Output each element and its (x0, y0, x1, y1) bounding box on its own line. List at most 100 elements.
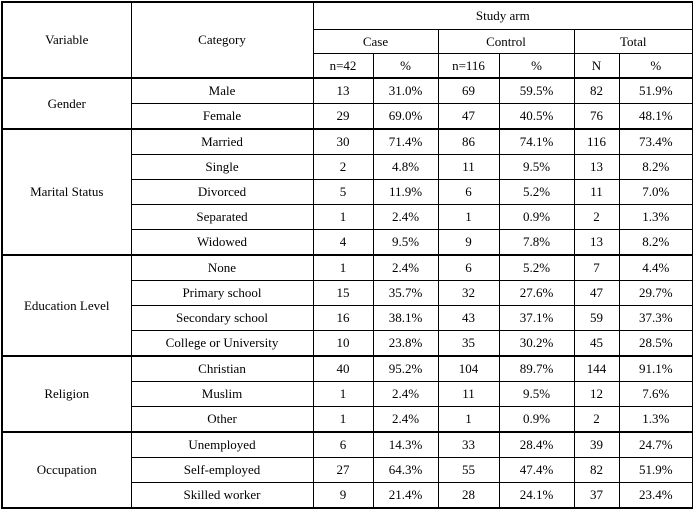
value-cell: 15 (312, 280, 374, 306)
value-cell: 2.4% (372, 381, 439, 407)
category-cell: Unemployed (130, 431, 314, 458)
category-cell: College or University (130, 330, 314, 357)
value-cell: 4 (312, 229, 374, 256)
header-cell-control: Control (437, 29, 575, 54)
value-cell: 7 (573, 254, 620, 281)
value-cell: 5 (312, 179, 374, 205)
value-cell: 9 (312, 482, 374, 509)
value-cell: 13 (573, 229, 620, 256)
category-cell: Muslim (130, 381, 314, 407)
value-cell: 27 (312, 457, 374, 483)
category-cell: Skilled worker (130, 482, 314, 509)
table-row: Separated 1 2.4% 1 0.9% 2 1.3% (2, 204, 693, 230)
value-cell: 104 (437, 355, 500, 382)
value-cell: 1.3% (618, 406, 693, 433)
value-cell: 43 (437, 305, 500, 331)
value-cell: 37 (573, 482, 620, 509)
value-cell: 11.9% (372, 179, 439, 205)
value-cell: 9.5% (372, 229, 439, 256)
value-cell: 2 (573, 204, 620, 230)
value-cell: 31.0% (372, 77, 439, 104)
header-row-subcolumns: n=42 % n=116 % N % (2, 53, 693, 79)
value-cell: 9.5% (498, 381, 575, 407)
category-cell: None (130, 254, 314, 281)
header-cell-case: Case (312, 29, 439, 54)
category-cell: Divorced (130, 179, 314, 205)
header-cell-control-pct: % (498, 53, 575, 79)
value-cell: 2.4% (372, 406, 439, 433)
value-cell: 48.1% (618, 103, 693, 130)
value-cell: 1 (312, 381, 374, 407)
value-cell: 7.6% (618, 381, 693, 407)
value-cell: 35.7% (372, 280, 439, 306)
value-cell: 91.1% (618, 355, 693, 382)
value-cell: 40.5% (498, 103, 575, 130)
value-cell: 28 (437, 482, 500, 509)
value-cell: 55 (437, 457, 500, 483)
value-cell: 5.2% (498, 254, 575, 281)
value-cell: 24.1% (498, 482, 575, 509)
category-cell: Male (130, 77, 314, 104)
value-cell: 95.2% (372, 355, 439, 382)
value-cell: 6 (437, 254, 500, 281)
header-row-study-arm: Variable Category Study arm (1, 1, 693, 79)
table-row: Female 29 69.0% 47 40.5% 76 48.1% (2, 103, 693, 130)
value-cell: 45 (573, 330, 620, 357)
value-cell: 51.9% (618, 77, 693, 104)
value-cell: 1 (437, 406, 500, 433)
variable-cell: Religion (1, 355, 132, 433)
value-cell: 35 (437, 330, 500, 357)
value-cell: 11 (573, 179, 620, 205)
value-cell: 7.0% (618, 179, 693, 205)
value-cell: 13 (573, 154, 620, 180)
value-cell: 64.3% (372, 457, 439, 483)
header-cell-total: Total (573, 29, 693, 54)
header-cell-total-n: N (573, 53, 620, 79)
variable-cell: Education Level (1, 254, 132, 357)
value-cell: 116 (573, 128, 620, 155)
value-cell: 8.2% (618, 229, 693, 256)
value-cell: 1 (312, 254, 374, 281)
value-cell: 2 (573, 406, 620, 433)
category-cell: Married (130, 128, 314, 155)
value-cell: 59 (573, 305, 620, 331)
value-cell: 71.4% (372, 128, 439, 155)
value-cell: 16 (312, 305, 374, 331)
value-cell: 11 (437, 154, 500, 180)
value-cell: 47 (573, 280, 620, 306)
value-cell: 59.5% (498, 77, 575, 104)
value-cell: 1 (312, 204, 374, 230)
value-cell: 144 (573, 355, 620, 382)
value-cell: 82 (573, 77, 620, 104)
value-cell: 27.6% (498, 280, 575, 306)
table-row: Gender Male 13 31.0% 69 59.5% 82 51.9% (1, 77, 693, 130)
header-cell-total-pct: % (618, 53, 693, 79)
value-cell: 1 (312, 406, 374, 433)
value-cell: 2.4% (372, 254, 439, 281)
table-row: Religion Christian 40 95.2% 104 89.7% 14… (1, 355, 693, 433)
category-cell: Self-employed (130, 457, 314, 483)
value-cell: 2 (312, 154, 374, 180)
table-row: Divorced 5 11.9% 6 5.2% 11 7.0% (2, 179, 693, 205)
value-cell: 9 (437, 229, 500, 256)
value-cell: 5.2% (498, 179, 575, 205)
table-row: Single 2 4.8% 11 9.5% 13 8.2% (2, 154, 693, 180)
table-row: Secondary school 16 38.1% 43 37.1% 59 37… (2, 305, 693, 331)
value-cell: 24.7% (618, 431, 693, 458)
table-row: Occupation Unemployed 6 14.3% 33 28.4% 3… (1, 431, 693, 509)
value-cell: 30 (312, 128, 374, 155)
category-cell: Female (130, 103, 314, 130)
category-cell: Widowed (130, 229, 314, 256)
value-cell: 40 (312, 355, 374, 382)
header-cell-category: Category (130, 1, 314, 79)
table-row: Marital Status Married 30 71.4% 86 74.1%… (1, 128, 693, 256)
value-cell: 9.5% (498, 154, 575, 180)
value-cell: 89.7% (498, 355, 575, 382)
value-cell: 6 (437, 179, 500, 205)
value-cell: 30.2% (498, 330, 575, 357)
value-cell: 47.4% (498, 457, 575, 483)
header-cell-variable: Variable (1, 1, 132, 79)
value-cell: 74.1% (498, 128, 575, 155)
value-cell: 39 (573, 431, 620, 458)
